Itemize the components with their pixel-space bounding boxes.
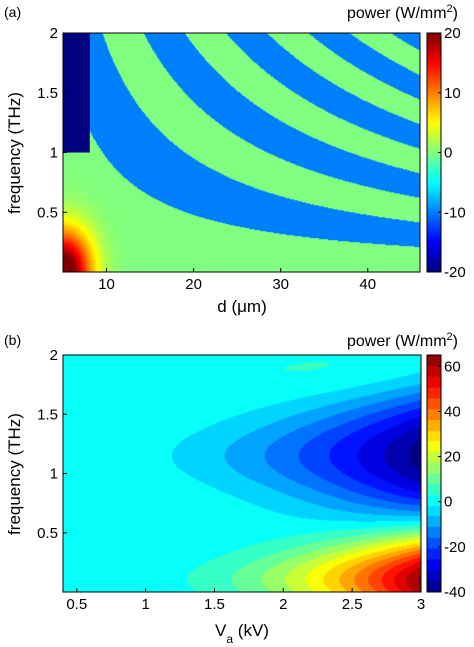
panel-b-colorbar-tick-label: 60 bbox=[444, 358, 461, 375]
panel-a-colorbar-tick-label: 20 bbox=[444, 25, 461, 42]
panel-b: (b) power (W/mm2) 0.5 1 1.5 2 2.5 3 0.5 1 1.5 2 V… bbox=[4, 331, 466, 646]
panel-a-label: (a) bbox=[4, 4, 21, 20]
panel-b-heatmap bbox=[63, 355, 421, 592]
panel-a-y-tick-label: 0.5 bbox=[37, 204, 58, 221]
panel-b-colorbar bbox=[427, 355, 441, 592]
panel-b-x-tick-label: 1 bbox=[141, 596, 149, 613]
panel-b-colorbar-ticks: -40 -20 0 20 40 60 bbox=[438, 358, 466, 601]
panel-a-colorbar-tick-label: -20 bbox=[444, 264, 466, 281]
panel-b-x-axis-label: Va (kV) bbox=[215, 621, 269, 646]
panel-b-colorbar-tick-label: 20 bbox=[444, 449, 461, 466]
panel-a-colorbar-title: power (W/mm2) bbox=[347, 3, 458, 22]
panel-a-x-axis-label: d (μm) bbox=[217, 297, 266, 316]
panel-b-colorbar-tick-label: 40 bbox=[444, 403, 461, 420]
panel-b-colorbar-tick-label: -40 bbox=[444, 584, 466, 601]
panel-b-colorbar-frame bbox=[426, 354, 442, 593]
panel-a-colorbar-tick-label: 0 bbox=[444, 145, 452, 162]
panel-b-ticks: 0.5 1 1.5 2 2.5 3 0.5 1 1.5 2 bbox=[37, 347, 425, 613]
panel-a-heatmap bbox=[63, 33, 420, 272]
panel-a-x-tick-label: 30 bbox=[272, 276, 289, 293]
panel-b-y-axis-label: frequency (THz) bbox=[5, 413, 24, 535]
panel-a-x-tick-label: 10 bbox=[98, 276, 115, 293]
panel-b-label: (b) bbox=[4, 332, 21, 348]
panel-b-colorbar-tick-label: 0 bbox=[444, 494, 452, 511]
panel-a-x-tick-label: 40 bbox=[359, 276, 376, 293]
panel-b-x-tick-label: 1.5 bbox=[204, 596, 225, 613]
panel-b-x-tick-label: 3 bbox=[417, 596, 425, 613]
panel-a: (a) power (W/mm2) 10 20 30 40 0.5 1 1.5 2 d (μm… bbox=[4, 3, 466, 316]
panel-b-x-tick-label: 2 bbox=[279, 596, 287, 613]
panel-b-x-tick-label: 0.5 bbox=[66, 596, 87, 613]
panel-a-y-axis-label: frequency (THz) bbox=[5, 92, 24, 214]
panel-a-x-tick-label: 20 bbox=[185, 276, 202, 293]
panel-a-colorbar bbox=[427, 33, 441, 272]
panel-a-colorbar-tick-label: -10 bbox=[444, 204, 466, 221]
panel-b-y-tick-label: 1 bbox=[50, 466, 58, 483]
panel-b-colorbar-title: power (W/mm2) bbox=[347, 331, 458, 350]
panel-b-x-tick-label: 2.5 bbox=[342, 596, 363, 613]
panel-a-y-tick-label: 2 bbox=[50, 25, 58, 42]
panel-a-ticks: 10 20 30 40 0.5 1 1.5 2 bbox=[37, 25, 376, 293]
panel-b-y-tick-label: 2 bbox=[50, 347, 58, 364]
panel-b-colorbar-tick-label: -20 bbox=[444, 539, 466, 556]
panel-a-y-tick-label: 1 bbox=[50, 145, 58, 162]
panel-a-colorbar-ticks: -20 -10 0 10 20 bbox=[438, 25, 466, 281]
panel-b-y-tick-label: 0.5 bbox=[37, 525, 58, 542]
panel-a-y-tick-label: 1.5 bbox=[37, 85, 58, 102]
panel-b-y-tick-label: 1.5 bbox=[37, 406, 58, 423]
panel-a-colorbar-tick-label: 10 bbox=[444, 85, 461, 102]
